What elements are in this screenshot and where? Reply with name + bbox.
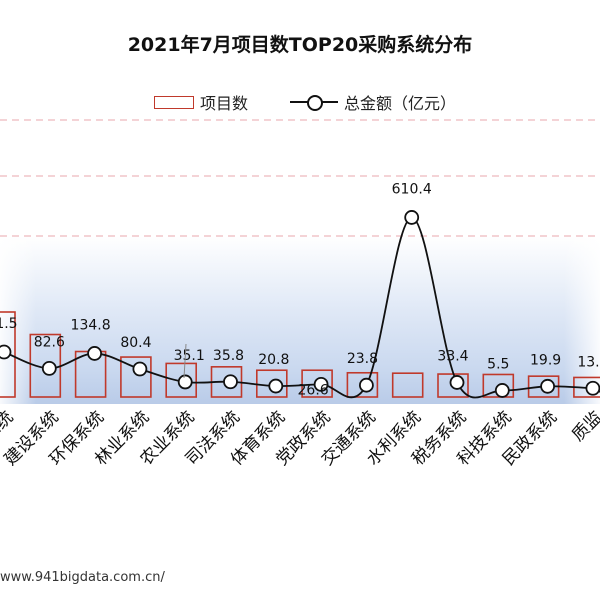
legend-line-swatch <box>290 92 338 112</box>
data-label: 20.8 <box>258 352 289 368</box>
label-leader-line <box>183 343 187 379</box>
data-label: 80.4 <box>120 335 151 351</box>
data-label: 35.1 <box>174 348 205 364</box>
data-label: 610.4 <box>392 181 432 197</box>
line-point-质监 <box>585 380 600 396</box>
data-label: 82.6 <box>34 334 65 350</box>
plot-band-fade <box>0 236 600 404</box>
line-series-total-amount <box>3 216 600 399</box>
data-label: 26.6 <box>298 382 329 398</box>
legend-line-label: 总金额（亿元） <box>344 94 457 113</box>
data-label: 13.1 <box>577 354 600 370</box>
line-point-党政系统 <box>313 376 329 392</box>
bar-安系统 <box>0 311 16 398</box>
data-label: 23.8 <box>347 351 378 367</box>
legend-item-line: 总金额（亿元） <box>290 90 456 114</box>
line-point-林业系统 <box>132 361 148 377</box>
line-point-科技系统 <box>494 383 510 398</box>
line-point-司法系统 <box>223 374 238 390</box>
line-point-税务系统 <box>449 375 465 390</box>
source-url: www.941bigdata.com.cn/ <box>0 570 165 585</box>
data-label: 35.8 <box>213 348 244 364</box>
data-label: 51.5 <box>0 316 18 332</box>
chart-legend: 项目数 总金额（亿元） <box>0 90 600 114</box>
legend-item-bars: 项目数 <box>154 90 248 114</box>
legend-bar-label: 项目数 <box>200 94 249 113</box>
chart-title: 2021年7月项目数TOP20采购系统分布 <box>127 34 473 56</box>
bar-党政系统 <box>301 369 333 398</box>
bar-水利系统 <box>391 372 424 398</box>
bar-农业系统 <box>165 362 197 398</box>
bar-交通系统 <box>346 371 379 398</box>
data-label: 5.5 <box>487 356 509 372</box>
line-point-交通系统 <box>358 377 374 393</box>
line-point-环保系统 <box>87 346 102 361</box>
x-tick-label: 质监 <box>568 407 600 445</box>
data-label: 33.4 <box>437 348 468 364</box>
line-point-建设系统 <box>41 360 57 376</box>
line-point-安系统 <box>0 344 12 360</box>
line-point-水利系统 <box>404 210 420 225</box>
data-label: 134.8 <box>71 317 111 333</box>
line-point-体育系统 <box>268 378 284 394</box>
legend-bar-swatch <box>154 95 194 109</box>
data-label: 19.9 <box>530 352 561 368</box>
line-point-农业系统 <box>177 374 193 390</box>
bar-科技系统 <box>482 373 515 398</box>
bar-林业系统 <box>120 356 152 398</box>
line-point-民政系统 <box>540 378 555 394</box>
